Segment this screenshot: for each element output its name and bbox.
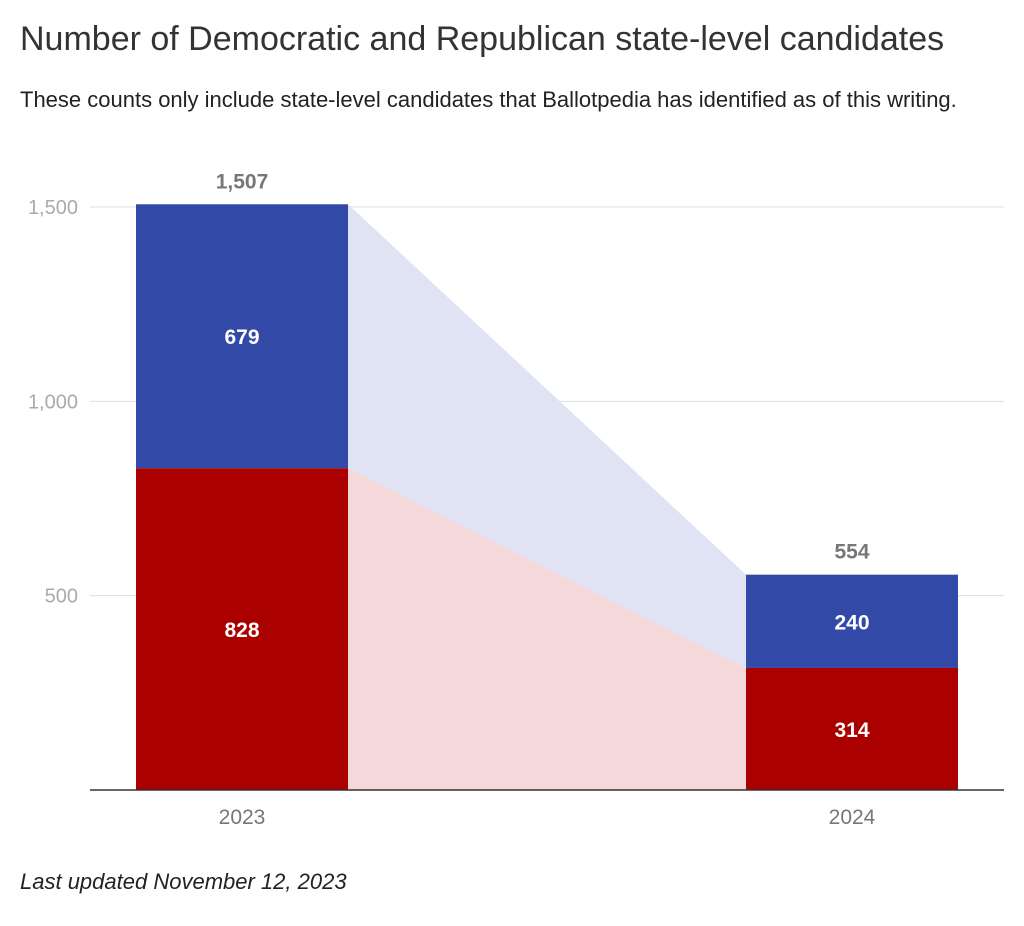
data-label: 240 <box>834 611 869 634</box>
total-label: 554 <box>834 541 869 564</box>
y-tick-label: 1,000 <box>28 391 78 413</box>
connector-band <box>348 204 746 668</box>
labels: 500 1,000 1,500 828 314 679 240 1,507 2023 554 202… <box>28 170 876 829</box>
data-label: 828 <box>224 619 259 642</box>
total-label: 1,507 <box>216 170 269 193</box>
chart-title: Number of Democratic and Republican stat… <box>20 20 945 58</box>
footnote: Last updated November 12, 2023 <box>20 869 347 894</box>
connector-bands <box>348 204 746 790</box>
bar-segment <box>746 667 958 790</box>
data-label: 314 <box>834 719 869 742</box>
bar-segment <box>136 468 348 790</box>
x-tick-label: 2024 <box>829 806 876 829</box>
data-label: 679 <box>224 326 259 349</box>
y-tick-label: 500 <box>45 586 78 608</box>
y-tick-label: 1,500 <box>28 197 78 219</box>
bar-segment <box>136 204 348 469</box>
stacked-bar-chart: 500 1,000 1,500 828 314 679 240 1,507 2023 554 202… <box>28 170 1004 829</box>
connector-band <box>348 468 746 790</box>
chart-subtitle: These counts only include state-level ca… <box>20 87 957 112</box>
x-tick-label: 2023 <box>219 806 266 829</box>
bar-segment <box>746 574 958 668</box>
bars <box>136 204 958 790</box>
